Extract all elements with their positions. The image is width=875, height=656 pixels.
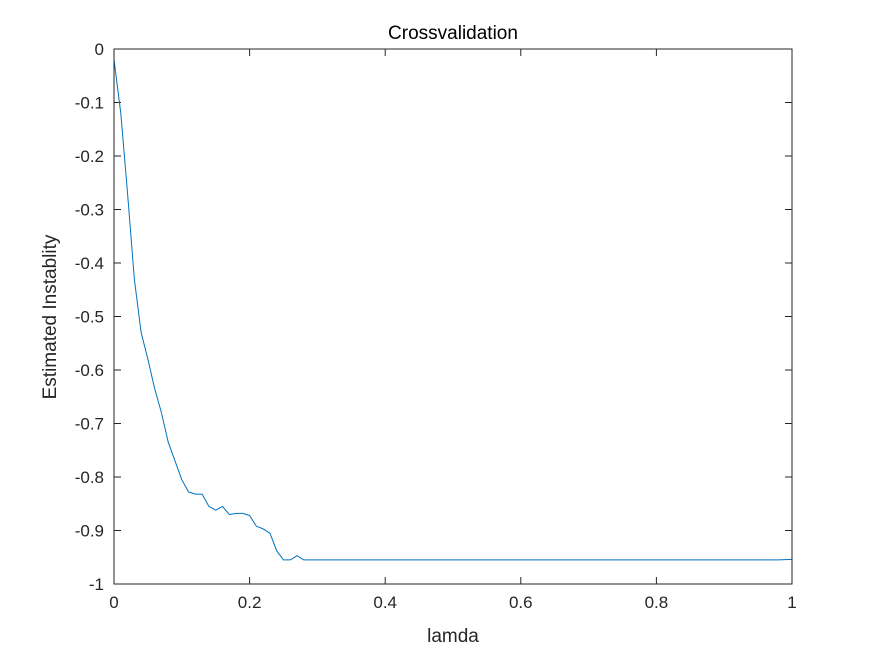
y-tick-label: -0.9: [75, 522, 104, 541]
y-tick-label: -1: [89, 575, 104, 594]
x-tick-label: 0: [109, 593, 118, 612]
y-tick-label: -0.6: [75, 361, 104, 380]
y-tick-label: -0.2: [75, 147, 104, 166]
x-tick-label: 0.2: [238, 593, 262, 612]
x-axis-label: lamda: [427, 626, 479, 647]
y-tick-label: 0: [95, 40, 104, 59]
x-tick-label: 0.8: [645, 593, 669, 612]
axes-box: [113, 48, 793, 585]
y-tick-label: -0.1: [75, 94, 104, 113]
y-tick-label: -0.7: [75, 415, 104, 434]
y-tick-label: -0.4: [75, 254, 104, 273]
plot-area: [114, 49, 792, 584]
chart-title: Crossvalidation: [388, 23, 518, 44]
x-tick-label: 0.4: [373, 593, 397, 612]
x-tick-label: 0.6: [509, 593, 533, 612]
y-tick-label: -0.3: [75, 201, 104, 220]
y-axis-label: Estimated Instablity: [40, 234, 61, 399]
y-tick-label: -0.5: [75, 308, 104, 327]
y-tick-label: -0.8: [75, 468, 104, 487]
x-axis-ticks: 0 0.2 0.4 0.6 0.8 1: [109, 49, 797, 612]
series-line: [113, 59, 793, 561]
x-tick-label: 1: [787, 593, 796, 612]
series-layer: [113, 59, 793, 561]
